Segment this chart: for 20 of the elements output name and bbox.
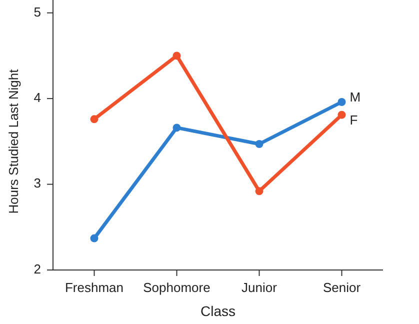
point bbox=[172, 124, 181, 132]
x-tick-label: Sophomore bbox=[143, 280, 210, 295]
y-axis-title: Hours Studied Last Night bbox=[6, 68, 21, 214]
point bbox=[255, 187, 264, 196]
y-tick-label: 3 bbox=[34, 176, 41, 191]
point bbox=[172, 52, 181, 60]
y-tick-label: 4 bbox=[34, 90, 41, 106]
x-tick-label: Junior bbox=[242, 280, 278, 295]
point bbox=[338, 98, 346, 106]
point bbox=[90, 234, 98, 242]
y-tick-label: 2 bbox=[34, 261, 41, 276]
series-label: F bbox=[350, 112, 358, 128]
x-tick-label: Freshman bbox=[64, 280, 124, 295]
x-tick-label: Senior bbox=[322, 280, 362, 295]
y-tick-label: 5 bbox=[34, 4, 41, 20]
point bbox=[338, 110, 346, 119]
point bbox=[255, 140, 264, 148]
point bbox=[90, 115, 98, 124]
x-axis-title: Class bbox=[200, 303, 236, 319]
series-label: M bbox=[350, 89, 361, 104]
